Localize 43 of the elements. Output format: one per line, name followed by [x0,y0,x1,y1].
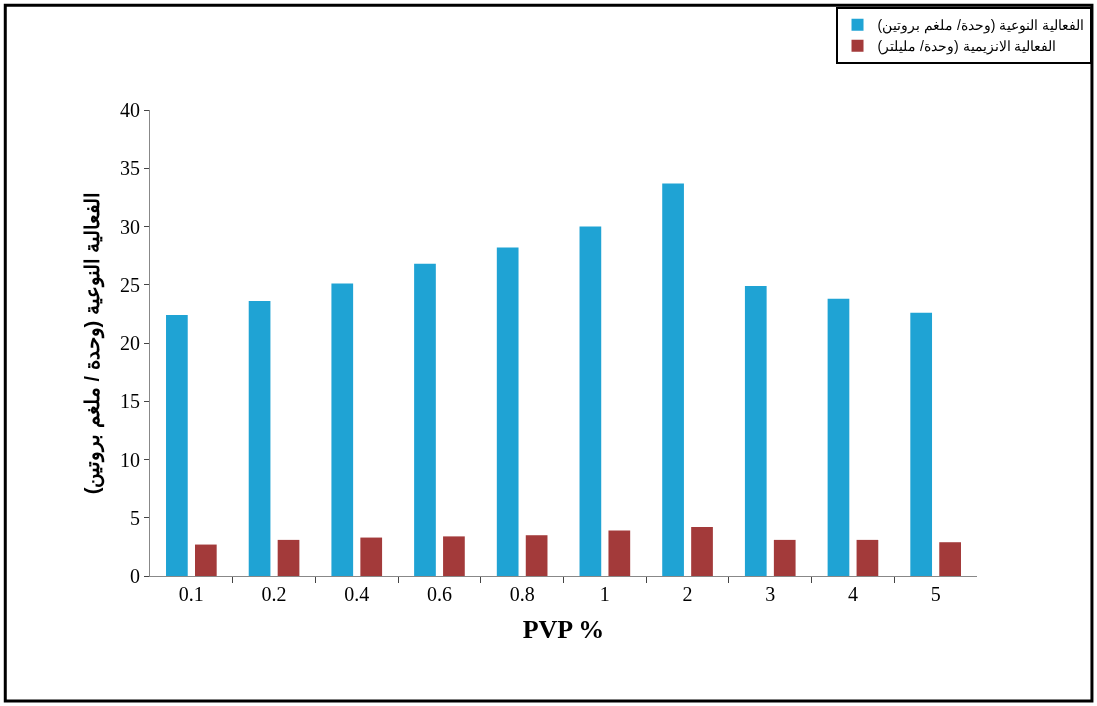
x-tick-label: 0.6 [426,583,452,605]
y-tick-label: 40 [120,99,140,121]
x-tick-label: 1 [599,583,610,605]
x-axis-title: PVP % [522,614,605,644]
x-tick-label: 0.1 [178,583,204,605]
legend-label: الفعالية الانزيمية (وحدة/ مليلتر) [877,38,1057,56]
y-tick-label: 0 [130,565,140,587]
bar [331,283,354,576]
y-tick-label: 5 [130,506,140,529]
y-tick-label: 25 [120,273,140,296]
bar [856,539,879,576]
bar [691,527,713,576]
bar [827,298,850,576]
bar [525,535,548,576]
bar [744,285,767,576]
bar [194,544,217,576]
x-tick-label: 3 [765,583,776,605]
bar [166,315,188,576]
bar [443,536,465,576]
x-tick-label: 0.4 [344,583,370,605]
x-tick-label: 2 [682,583,693,605]
bar [773,539,796,576]
legend-label: الفعالية النوعية (وحدة/ ملغم بروتين) [877,17,1085,35]
y-tick-label: 30 [120,215,140,238]
y-tick-label: 10 [120,448,140,471]
x-tick-label: 5 [930,583,941,605]
bar [248,301,271,576]
y-tick-label: 15 [120,390,140,413]
y-axis-title: الفعالية النوعية (وحدة / ملغم بروتين) [80,191,105,495]
y-tick-label: 20 [120,332,140,354]
x-tick-label: 4 [847,583,858,605]
y-tick-label: 35 [120,157,140,180]
bar [360,537,383,576]
bar [910,312,933,576]
bar [662,183,684,576]
x-tick-label: 0.8 [509,583,535,605]
bar [496,247,519,576]
bar [579,226,602,576]
x-tick-label: 0.2 [261,583,287,605]
bar [277,539,300,576]
bar [608,530,631,576]
bar [939,542,961,576]
bar [414,263,436,576]
